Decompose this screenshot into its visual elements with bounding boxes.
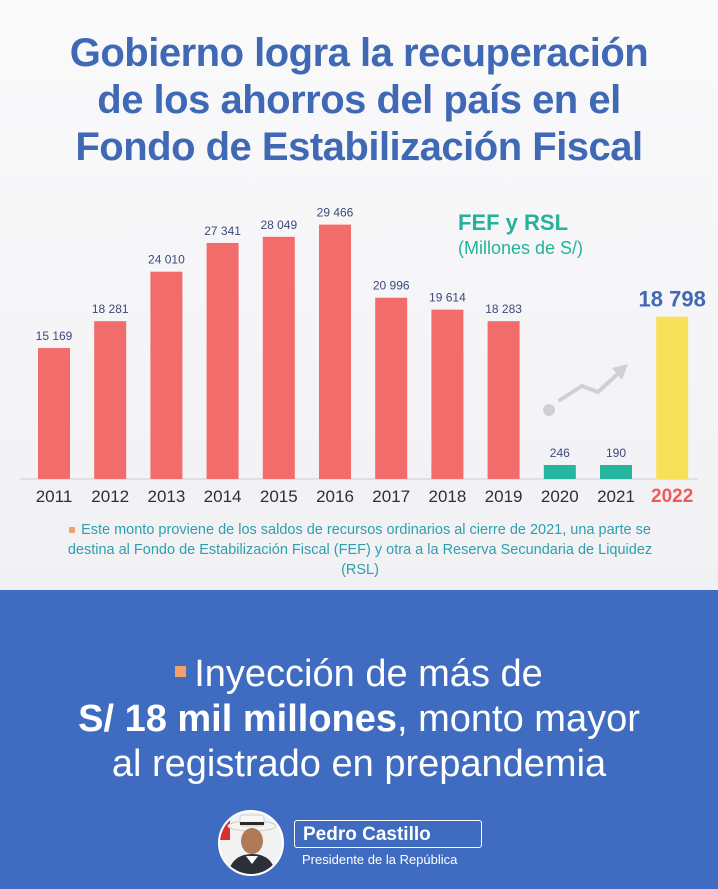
page-title: Gobierno logra la recuperación de los ah… xyxy=(0,30,718,171)
tick-label-2020: 2020 xyxy=(541,487,579,506)
tick-label-2018: 2018 xyxy=(428,487,466,506)
value-label-2015: 28 049 xyxy=(260,218,297,232)
bottom-panel xyxy=(0,590,718,889)
signature-role: Presidente de la República xyxy=(302,852,458,867)
bar-2011 xyxy=(38,348,70,479)
signature: Pedro Castillo Presidente de la Repúblic… xyxy=(218,808,488,878)
headline-text: Inyección de más de xyxy=(194,653,543,695)
title-bold-text: de los ahorros xyxy=(97,78,366,122)
headline-text: al registrado en prepandemia xyxy=(111,743,607,785)
title-bold-text: recuperación xyxy=(403,31,649,75)
bar-2017 xyxy=(375,297,408,479)
wave-divider xyxy=(0,590,718,630)
tick-label-2013: 2013 xyxy=(147,487,185,506)
bar-2016 xyxy=(319,224,351,479)
signature-name: Pedro Castillo xyxy=(303,824,431,845)
title-text: Gobierno logra la xyxy=(69,31,404,75)
bar-2014 xyxy=(206,242,239,479)
bar-2022 xyxy=(656,316,689,479)
value-label-2019: 18 283 xyxy=(485,302,522,316)
signature-name-box: Pedro Castillo xyxy=(294,820,482,848)
bar-2018 xyxy=(431,309,464,479)
value-label-2021: 190 xyxy=(606,446,626,460)
tick-label-2019: 2019 xyxy=(485,487,523,506)
bar-chart: 15 169 2011 18 281 2012 24 010 2013 27 341 2014… xyxy=(20,206,706,507)
title-bold-text: Fondo de Estabilización Fiscal xyxy=(75,125,643,169)
bar-2021 xyxy=(600,465,632,479)
headline-bold-text: S/ 18 mil millones xyxy=(78,698,398,740)
tick-label-2015: 2015 xyxy=(260,487,298,506)
tick-label-2021: 2021 xyxy=(597,487,635,506)
tick-label-2016: 2016 xyxy=(316,487,354,506)
footnote: Este monto proviene de los saldos de rec… xyxy=(50,520,670,580)
tick-label-2022: 2022 xyxy=(651,486,693,507)
value-label-2018: 19 614 xyxy=(429,291,466,305)
avatar xyxy=(218,810,284,876)
tick-label-2012: 2012 xyxy=(91,487,129,506)
tick-label-2017: 2017 xyxy=(372,487,410,506)
bar-2020 xyxy=(543,465,576,479)
bullet-icon xyxy=(69,527,76,534)
bar-2019 xyxy=(487,321,520,479)
tick-label-2011: 2011 xyxy=(36,487,73,506)
value-label-2016: 29 466 xyxy=(317,206,354,220)
tick-label-2014: 2014 xyxy=(204,487,242,506)
legend-title: FEF y RSL xyxy=(458,210,569,235)
trend-arrow-icon xyxy=(543,364,628,416)
title-text: del país en el xyxy=(365,78,622,122)
bar-2012 xyxy=(94,321,127,479)
legend-subtitle: (Millones de S/) xyxy=(458,238,584,258)
bullet-icon xyxy=(175,666,187,678)
value-label-2022: 18 798 xyxy=(639,287,706,312)
top-panel xyxy=(0,0,718,590)
headline-text: , monto mayor xyxy=(397,698,640,740)
value-label-2014: 27 341 xyxy=(204,224,241,238)
value-label-2012: 18 281 xyxy=(92,302,129,316)
value-label-2020: 246 xyxy=(550,446,570,460)
footnote-text: Este monto proviene de los saldos de rec… xyxy=(67,522,653,578)
bar-2013 xyxy=(150,271,183,479)
value-label-2013: 24 010 xyxy=(148,253,185,267)
value-label-2017: 20 996 xyxy=(373,279,410,293)
bar-2015 xyxy=(262,236,295,479)
value-label-2011: 15 169 xyxy=(36,329,73,343)
headline: Inyección de más de S/ 18 mil millones, … xyxy=(0,652,718,787)
